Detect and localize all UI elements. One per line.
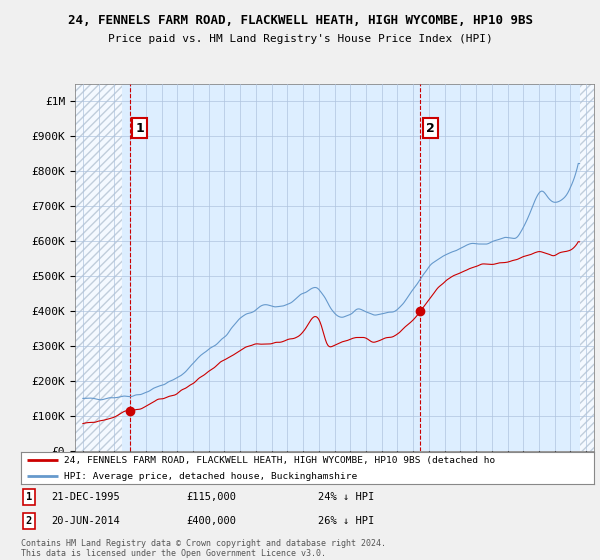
Text: 2: 2 (26, 516, 32, 526)
Text: 1: 1 (26, 492, 32, 502)
Text: 26% ↓ HPI: 26% ↓ HPI (318, 516, 374, 526)
Text: 24% ↓ HPI: 24% ↓ HPI (318, 492, 374, 502)
Text: Price paid vs. HM Land Registry's House Price Index (HPI): Price paid vs. HM Land Registry's House … (107, 34, 493, 44)
Text: 1: 1 (135, 122, 144, 134)
Text: 2: 2 (426, 122, 434, 134)
Text: 24, FENNELS FARM ROAD, FLACKWELL HEATH, HIGH WYCOMBE, HP10 9BS (detached ho: 24, FENNELS FARM ROAD, FLACKWELL HEATH, … (64, 455, 495, 465)
Text: £400,000: £400,000 (186, 516, 236, 526)
Text: £115,000: £115,000 (186, 492, 236, 502)
Text: 20-JUN-2014: 20-JUN-2014 (51, 516, 120, 526)
Text: HPI: Average price, detached house, Buckinghamshire: HPI: Average price, detached house, Buck… (64, 472, 357, 481)
Text: 21-DEC-1995: 21-DEC-1995 (51, 492, 120, 502)
Bar (580, 84, 594, 451)
Bar (75, 84, 122, 451)
Text: 24, FENNELS FARM ROAD, FLACKWELL HEATH, HIGH WYCOMBE, HP10 9BS: 24, FENNELS FARM ROAD, FLACKWELL HEATH, … (67, 14, 533, 27)
Text: Contains HM Land Registry data © Crown copyright and database right 2024.
This d: Contains HM Land Registry data © Crown c… (21, 539, 386, 558)
